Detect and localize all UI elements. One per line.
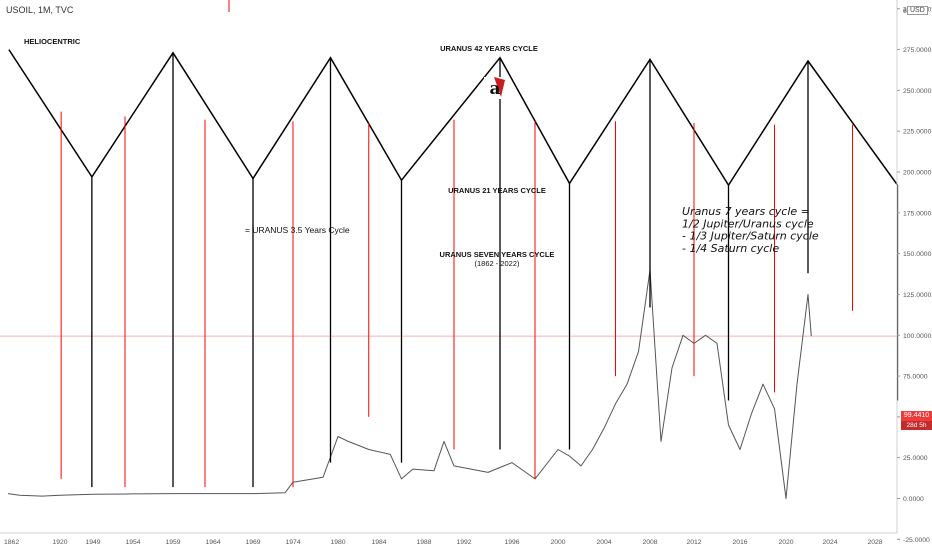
currency-badge[interactable]: USD — [907, 6, 928, 15]
symbol-label[interactable]: USOIL, 1M, TVC — [6, 5, 74, 15]
x-tick-label: 1969 — [245, 539, 260, 546]
x-tick-label: 1959 — [165, 539, 180, 546]
x-tick-label: 1954 — [125, 539, 140, 546]
x-tick-label: 1974 — [285, 539, 300, 546]
y-tick-label: 150.0000 — [903, 251, 932, 258]
y-tick-label: 175.0000 — [903, 210, 932, 217]
x-tick-label: 1949 — [85, 539, 100, 546]
uranus-note-line: 1/2 Jupiter/Uranus cycle — [682, 217, 814, 230]
uranus-7-year-cycle-line — [8, 49, 899, 187]
x-tick-label: 2000 — [550, 539, 565, 546]
y-tick-label: 225.0000 — [903, 129, 932, 136]
uranus-note-line: Uranus 7 years cycle = — [682, 205, 810, 218]
y-tick-label: -25.0000 — [903, 537, 930, 544]
y-tick-label-partial: 6 — [903, 8, 907, 15]
x-tick-label: 2024 — [822, 539, 837, 546]
price-series-line — [7, 269, 812, 499]
price-layer — [7, 269, 812, 499]
last-price-tag: 99.4410 — [901, 411, 932, 421]
x-tick-label: 2020 — [778, 539, 793, 546]
y-tick-label: 25.0000 — [903, 455, 928, 462]
uranus-note-line: - 1/3 Jupiter/Saturn cycle — [682, 230, 819, 243]
countdown-tag: 28d 5h — [901, 421, 932, 430]
logo-layer: a — [484, 77, 506, 99]
x-tick-label: 1964 — [205, 539, 220, 546]
logo-letter: a — [489, 79, 500, 99]
x-tick-label: 1992 — [456, 539, 471, 546]
y-tick-label: 125.0000 — [903, 292, 932, 299]
x-tick-label: 1988 — [416, 539, 431, 546]
x-tick-label: 1984 — [371, 539, 386, 546]
cycle-7-range-label: (1862 - 2022) — [474, 259, 520, 268]
logo-swoosh — [494, 77, 505, 97]
x-tick-label: 2008 — [642, 539, 657, 546]
y-tick-label: 0.0000 — [903, 496, 924, 503]
y-tick-label: 275.0000 — [903, 47, 932, 54]
x-tick-label: 1996 — [504, 539, 519, 546]
x-tick-label: 2012 — [686, 539, 701, 546]
x-tick-label: 1920 — [52, 539, 67, 546]
x-tick-label: 2004 — [596, 539, 611, 546]
uranus-note-line: - 1/4 Saturn cycle — [682, 242, 779, 255]
heliocentric-label: HELIOCENTRIC — [24, 37, 81, 46]
cycle-21-label: URANUS 21 YEARS CYCLE — [448, 186, 546, 195]
x-tick-label: 1862 — [4, 539, 19, 546]
cycle-42-label: URANUS 42 YEARS CYCLE — [440, 44, 538, 53]
cycle-3-5-label: = URANUS 3.5 Years Cycle — [245, 225, 350, 235]
y-tick-label: 100.0000 — [903, 333, 932, 340]
y-tick-label: 250.0000 — [903, 88, 932, 95]
x-tick-label: 2028 — [867, 539, 882, 546]
x-tick-label: 2016 — [732, 539, 747, 546]
annotations-layer: HELIOCENTRIC URANUS 42 YEARS CYCLE URANUS … — [24, 0, 819, 268]
x-tick-label: 1980 — [330, 539, 345, 546]
y-tick-label: 75.0000 — [903, 374, 928, 381]
y-tick-label: 200.0000 — [903, 170, 932, 177]
cycle-7-label: URANUS SEVEN YEARS CYCLE — [440, 250, 555, 259]
